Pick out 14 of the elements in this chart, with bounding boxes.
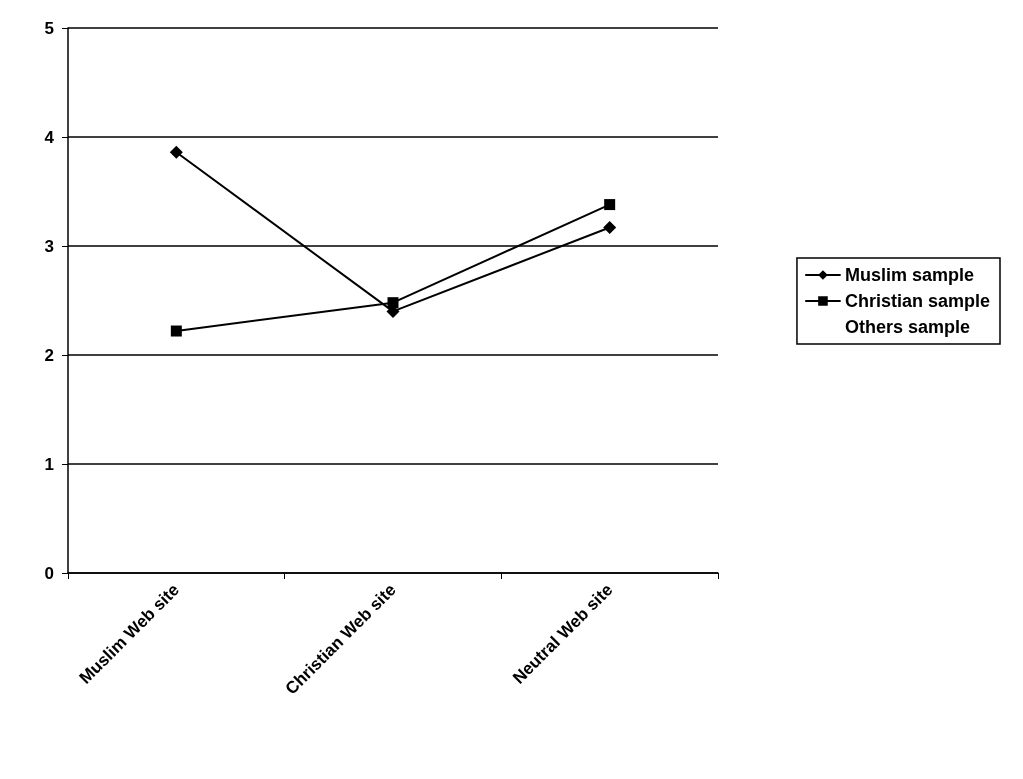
legend-label: Christian sample	[844, 291, 990, 311]
text: Others sample	[844, 317, 971, 337]
y-tick-label: 4	[44, 127, 55, 147]
point	[603, 220, 617, 234]
legend-label: Muslim sample	[844, 265, 974, 285]
y-tick-label: 5	[44, 18, 54, 38]
point	[387, 297, 399, 309]
y-tick-label: 0	[44, 563, 54, 583]
y-tick-label: 2	[44, 345, 54, 365]
point	[604, 199, 616, 211]
y-tick-label: 1	[44, 454, 54, 474]
point	[170, 325, 182, 337]
point	[169, 145, 183, 159]
y-tick-label: 3	[44, 236, 54, 256]
